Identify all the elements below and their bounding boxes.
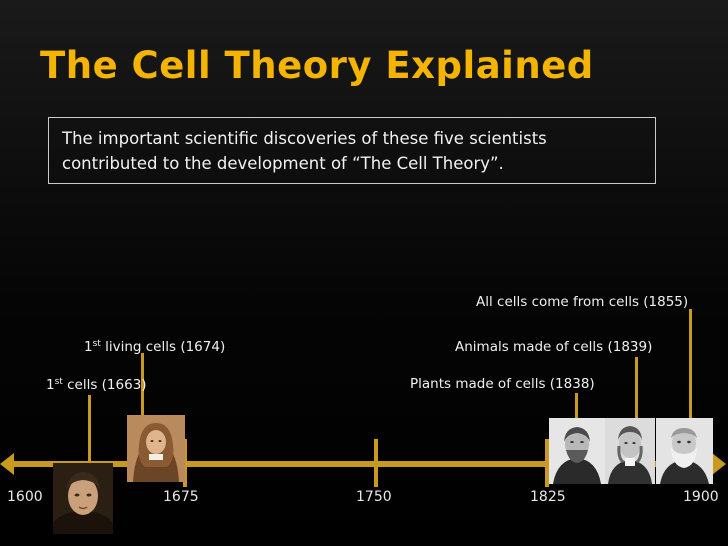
year-label-1600: 1600: [7, 489, 43, 505]
event-ordinal-suffix: st: [54, 377, 63, 387]
slide-title: The Cell Theory Explained: [40, 44, 594, 87]
year-tick-1750: [374, 439, 378, 487]
event-marker-1839: [635, 357, 638, 419]
event-label-plants-cells: Plants made of cells (1838): [410, 376, 595, 392]
event-ordinal-number: 1: [46, 377, 55, 393]
portrait-schleiden: [549, 418, 605, 484]
timeline-left-arrow-icon: [0, 453, 14, 475]
year-label-1825: 1825: [530, 489, 566, 505]
intro-text-box: The important scientific discoveries of …: [48, 117, 656, 184]
event-ordinal-suffix: st: [92, 339, 101, 349]
event-label-all-cells: All cells come from cells (1855): [476, 294, 689, 310]
portrait-hooke: [53, 463, 113, 534]
year-label-1675: 1675: [163, 489, 199, 505]
year-tick-1675: [183, 439, 187, 487]
year-label-1750: 1750: [356, 489, 392, 505]
event-marker-1838: [575, 393, 578, 418]
event-marker-1674: [141, 353, 144, 418]
event-marker-1663: [88, 395, 91, 465]
event-text: cells (1663): [62, 377, 147, 393]
portrait-leeuwenhoek: [127, 415, 185, 482]
year-tick-1825: [545, 439, 549, 487]
intro-line-2: contributed to the development of “The C…: [62, 154, 504, 173]
event-label-first-living-cells: 1st living cells (1674): [84, 339, 225, 355]
event-marker-1855: [689, 309, 692, 419]
event-label-animals-cells: Animals made of cells (1839): [455, 339, 653, 355]
portrait-schwann: [605, 418, 655, 484]
event-text: living cells (1674): [100, 339, 226, 355]
timeline-bar: [10, 461, 713, 467]
event-label-first-cells: 1st cells (1663): [46, 377, 147, 393]
event-ordinal-number: 1: [84, 339, 93, 355]
timeline-right-arrow-icon: [712, 453, 726, 475]
portrait-virchow: [656, 418, 713, 484]
intro-line-1: The important scientific discoveries of …: [62, 129, 547, 148]
year-label-1900: 1900: [683, 489, 719, 505]
